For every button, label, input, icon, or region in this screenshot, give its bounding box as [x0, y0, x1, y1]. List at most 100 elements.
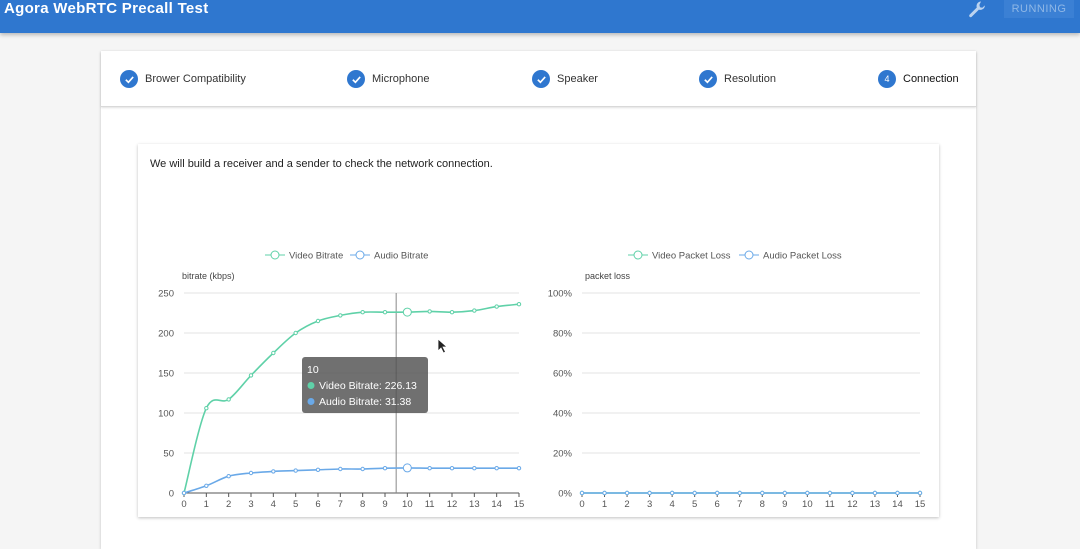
data-point: [850, 490, 855, 496]
tooltip-line: Video Bitrate: 226.13: [319, 380, 417, 392]
data-point: [602, 490, 607, 496]
step-connection[interactable]: 4 Connection: [878, 69, 959, 89]
x-tick-label: 13: [870, 499, 881, 510]
x-tick-label: 15: [514, 499, 525, 510]
legend-marker: [744, 250, 754, 260]
y-tick-label: 150: [158, 369, 174, 380]
x-tick-label: 5: [293, 499, 298, 510]
x-tick-label: 1: [602, 499, 607, 510]
data-point: [715, 490, 720, 496]
x-tick-label: 0: [579, 499, 584, 510]
x-tick-label: 10: [402, 499, 413, 510]
tooltip-title: 10: [307, 364, 319, 376]
step-speaker[interactable]: Speaker: [532, 69, 598, 89]
data-point: [338, 466, 343, 472]
x-tick-label: 11: [425, 499, 435, 510]
y-tick-label: 40%: [553, 409, 573, 420]
step-resolution[interactable]: Resolution: [699, 69, 776, 89]
data-point: [181, 490, 187, 496]
data-point: [449, 310, 455, 315]
x-tick-label: 5: [692, 499, 697, 510]
x-tick-label: 15: [915, 499, 926, 510]
data-point: [360, 310, 365, 315]
step-browser-compatibility[interactable]: Brower Compatibility: [120, 69, 246, 89]
data-point: [579, 490, 585, 496]
y-axis-label: packet loss: [585, 271, 631, 281]
charts-area: Video Bitrate Audio Bitrate bitrate (kbps)…: [158, 250, 926, 510]
data-point: [204, 483, 209, 488]
data-point: [872, 490, 878, 496]
x-tick-label: 6: [715, 499, 720, 510]
data-point: [516, 302, 522, 307]
running-button[interactable]: RUNNING: [1004, 0, 1074, 18]
y-tick-label: 100%: [548, 289, 573, 300]
x-tick-label: 1: [204, 499, 209, 510]
step-label: Brower Compatibility: [145, 73, 246, 85]
x-tick-label: 8: [360, 499, 365, 510]
x-tick-label: 4: [271, 499, 276, 510]
check-icon: [532, 70, 550, 88]
check-icon: [120, 70, 138, 88]
check-icon: [699, 70, 717, 88]
x-tick-label: 2: [624, 499, 629, 510]
legend-marker: [633, 250, 643, 260]
x-tick-label: 10: [802, 499, 813, 510]
x-tick-label: 13: [469, 499, 480, 510]
legend-marker: [355, 250, 365, 260]
x-tick-label: 9: [782, 499, 787, 510]
series-line: [183, 467, 519, 494]
x-tick-label: 9: [382, 499, 387, 510]
x-tick-label: 7: [737, 499, 742, 510]
cursor-icon: [437, 338, 449, 354]
data-point: [315, 467, 321, 472]
data-point: [271, 469, 276, 474]
data-point: [226, 474, 231, 479]
x-tick-label: 3: [647, 499, 652, 510]
legend-label: Video Packet Loss: [652, 251, 731, 262]
data-point: [494, 304, 499, 309]
data-point: [293, 330, 298, 336]
connection-description: We will build a receiver and a sender to…: [150, 158, 493, 170]
data-point: [760, 490, 765, 496]
data-point: [472, 466, 477, 471]
x-tick-label: 14: [491, 499, 502, 510]
x-tick-label: 12: [447, 499, 458, 510]
data-point: [827, 490, 833, 496]
data-point: [692, 490, 697, 496]
tooltip-box: [302, 357, 428, 413]
data-point: [360, 466, 365, 472]
legend-label: Video Bitrate: [289, 251, 343, 262]
x-tick-label: 12: [847, 499, 858, 510]
x-tick-label: 2: [226, 499, 231, 510]
data-point: [782, 490, 787, 496]
data-point: [895, 490, 900, 496]
x-tick-label: 6: [315, 499, 320, 510]
step-label: Speaker: [557, 73, 598, 85]
wrench-icon[interactable]: [966, 0, 988, 18]
tooltip-marker: [307, 398, 315, 405]
data-point: [917, 490, 923, 496]
x-tick-label: 4: [669, 499, 674, 510]
app-title: Agora WebRTC Precall Test: [4, 0, 209, 17]
x-tick-label: 0: [181, 499, 186, 510]
data-point: [472, 308, 477, 313]
step-microphone[interactable]: Microphone: [347, 69, 429, 89]
x-tick-label: 14: [892, 499, 903, 510]
data-point: [427, 466, 432, 471]
data-point: [647, 490, 652, 496]
y-tick-label: 0: [169, 489, 174, 500]
y-tick-label: 20%: [553, 449, 573, 460]
data-point: [402, 307, 412, 317]
data-point: [248, 470, 254, 476]
connection-panel: We will build a receiver and a sender to…: [138, 144, 939, 517]
data-point: [427, 309, 432, 314]
data-point: [624, 490, 630, 496]
packet-loss-chart: Video Packet Loss Audio Packet Loss packet…: [548, 250, 926, 510]
check-icon: [347, 70, 365, 88]
data-point: [669, 490, 675, 496]
data-point: [805, 490, 810, 496]
series-line: [183, 303, 520, 494]
y-tick-label: 60%: [553, 369, 573, 380]
legend-marker: [270, 250, 280, 260]
